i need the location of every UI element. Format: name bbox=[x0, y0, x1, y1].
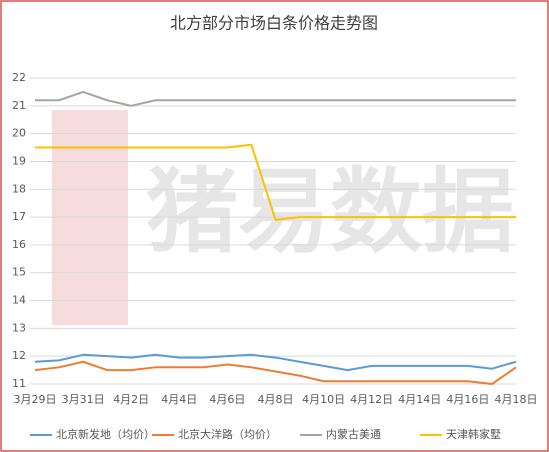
watermark: 猪易数据 bbox=[146, 158, 514, 265]
legend-label: 北京大洋路（均价） bbox=[178, 427, 277, 441]
y-tick-label: 11 bbox=[12, 377, 26, 390]
x-tick-label: 4月2日 bbox=[113, 393, 149, 406]
x-tick-label: 4月8日 bbox=[258, 393, 294, 406]
y-tick-label: 22 bbox=[12, 71, 26, 84]
y-tick-label: 13 bbox=[12, 321, 26, 334]
y-tick-label: 18 bbox=[12, 182, 26, 195]
x-tick-label: 4月14日 bbox=[398, 393, 441, 406]
y-tick-label: 16 bbox=[12, 238, 26, 251]
y-tick-label: 21 bbox=[12, 99, 26, 112]
x-tick-label: 4月10日 bbox=[302, 393, 345, 406]
y-tick-label: 15 bbox=[12, 266, 26, 279]
y-tick-label: 17 bbox=[12, 210, 26, 223]
legend-label: 天津韩家墅 bbox=[446, 427, 501, 441]
x-tick-label: 4月18日 bbox=[495, 393, 538, 406]
x-tick-label: 4月6日 bbox=[209, 393, 245, 406]
legend-label: 北京新发地（均价） bbox=[56, 427, 155, 441]
y-tick-label: 19 bbox=[12, 154, 26, 167]
x-tick-label: 4月16日 bbox=[446, 393, 489, 406]
line-series bbox=[34, 353, 517, 372]
y-tick-label: 12 bbox=[12, 349, 26, 362]
x-tick-label: 4月12日 bbox=[350, 393, 393, 406]
y-tick-label: 20 bbox=[12, 127, 26, 140]
line-series bbox=[35, 143, 516, 221]
line-series bbox=[34, 360, 517, 385]
x-tick-label: 3月31日 bbox=[62, 393, 105, 406]
line-series bbox=[35, 90, 516, 107]
chart-title: 北方部分市场白条价格走势图 bbox=[170, 14, 378, 33]
y-tick-label: 14 bbox=[12, 294, 26, 307]
legend-label: 内蒙古美通 bbox=[326, 427, 381, 441]
x-tick-label: 4月4日 bbox=[161, 393, 197, 406]
x-tick-label: 3月29日 bbox=[14, 393, 57, 406]
